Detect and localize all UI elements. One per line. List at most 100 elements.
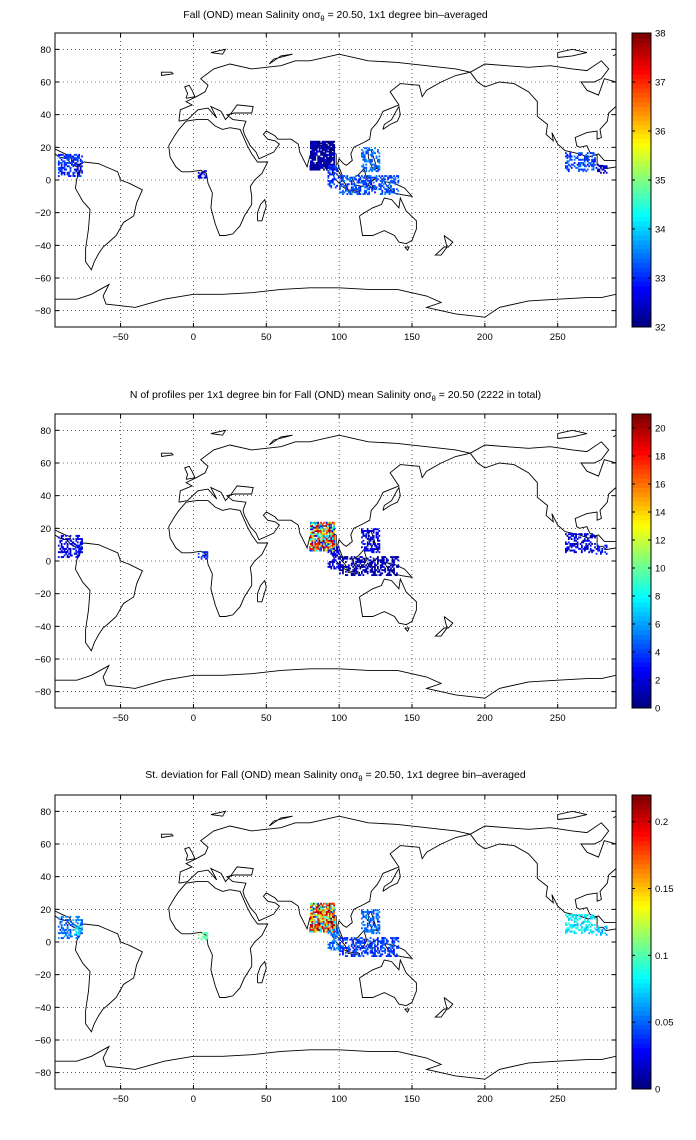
data-cell	[323, 147, 325, 150]
data-cell	[362, 166, 365, 169]
data-cell	[352, 186, 355, 189]
data-cell	[315, 147, 318, 150]
data-cell	[79, 928, 82, 931]
data-cell	[377, 556, 379, 559]
y-tick-label: 40	[40, 110, 51, 121]
data-cell	[379, 574, 382, 577]
data-cell	[76, 556, 79, 559]
data-cell	[361, 165, 363, 168]
colorbar-tick-label: 14	[655, 508, 666, 519]
data-cell	[604, 166, 607, 169]
data-cell	[321, 150, 324, 153]
data-cell	[310, 521, 312, 524]
data-cell	[591, 152, 593, 155]
data-cell	[352, 188, 355, 191]
data-cell	[339, 945, 341, 948]
data-cell	[394, 181, 397, 184]
data-cell	[311, 162, 314, 164]
data-cell	[378, 162, 381, 164]
data-cell	[318, 911, 321, 913]
colorbar-step	[632, 248, 651, 254]
data-cell	[69, 935, 72, 938]
data-cell	[384, 569, 387, 572]
data-cell	[60, 932, 63, 935]
x-tick-label: −50	[113, 1094, 129, 1105]
y-tick-label: 80	[40, 807, 51, 818]
data-cell	[600, 932, 602, 935]
data-cell	[362, 574, 365, 577]
data-cell	[320, 521, 322, 524]
colorbar-step	[632, 813, 651, 819]
data-cell	[374, 940, 376, 943]
data-cell	[73, 924, 76, 926]
data-cell	[65, 932, 67, 935]
data-cell	[381, 559, 384, 562]
data-cell	[68, 173, 70, 176]
data-cell	[366, 951, 369, 954]
data-cell	[372, 528, 375, 531]
data-cell	[365, 569, 368, 572]
colorbar-step	[632, 202, 651, 208]
data-cell	[566, 165, 569, 168]
data-cell	[324, 539, 327, 542]
data-cell	[576, 922, 579, 925]
coastline-canadian_islands	[557, 810, 587, 820]
data-cell	[327, 160, 330, 163]
data-cell	[339, 556, 341, 559]
data-cell	[318, 140, 321, 143]
data-cell	[601, 549, 604, 552]
data-cell	[333, 176, 336, 179]
data-cell	[339, 572, 341, 575]
colorbar-step	[632, 464, 651, 470]
data-cell	[333, 933, 336, 936]
data-cell	[328, 914, 331, 917]
data-cell	[331, 547, 334, 550]
title-suffix: = 20.50, 1x1 degree bin–averaged	[363, 769, 526, 781]
data-cell	[318, 928, 321, 931]
data-cell	[570, 533, 573, 536]
data-cell	[310, 902, 312, 905]
colorbar-step	[632, 1084, 651, 1090]
data-cell	[79, 919, 82, 922]
data-cell	[197, 175, 200, 178]
data-cell	[310, 142, 312, 145]
data-cell	[311, 155, 314, 158]
data-cell	[69, 928, 72, 931]
coastline-canadian_islands	[557, 429, 587, 439]
data-cell	[366, 528, 369, 531]
data-cell	[57, 160, 60, 163]
data-cell	[323, 539, 325, 542]
data-cell	[328, 145, 331, 148]
data-cell	[315, 145, 318, 148]
data-cell	[327, 538, 330, 541]
data-cell	[356, 945, 359, 948]
data-cell	[312, 538, 315, 541]
data-cell	[353, 574, 356, 577]
data-cell	[374, 188, 376, 191]
coastline-north_america	[469, 60, 616, 170]
colorbar-step	[632, 634, 651, 640]
data-cell	[320, 142, 322, 145]
data-cell	[366, 160, 369, 163]
data-cell	[363, 175, 366, 178]
data-cell	[326, 543, 328, 545]
data-cell	[567, 533, 570, 536]
data-cell	[205, 170, 207, 173]
data-cell	[588, 920, 591, 923]
data-cell	[586, 928, 589, 931]
data-cell	[333, 561, 336, 563]
data-cell	[578, 153, 580, 156]
data-cell	[337, 551, 340, 554]
data-cell	[355, 178, 357, 181]
data-cell	[385, 938, 388, 941]
data-cell	[385, 559, 388, 562]
data-cell	[381, 940, 384, 943]
data-cell	[362, 942, 365, 944]
data-cell	[377, 547, 379, 550]
coastline-uk	[184, 846, 196, 861]
colorbar-step	[632, 666, 651, 672]
data-cell	[365, 948, 368, 951]
title-sigma: σ	[425, 389, 432, 401]
data-cell	[323, 914, 325, 917]
data-cells	[57, 140, 608, 196]
